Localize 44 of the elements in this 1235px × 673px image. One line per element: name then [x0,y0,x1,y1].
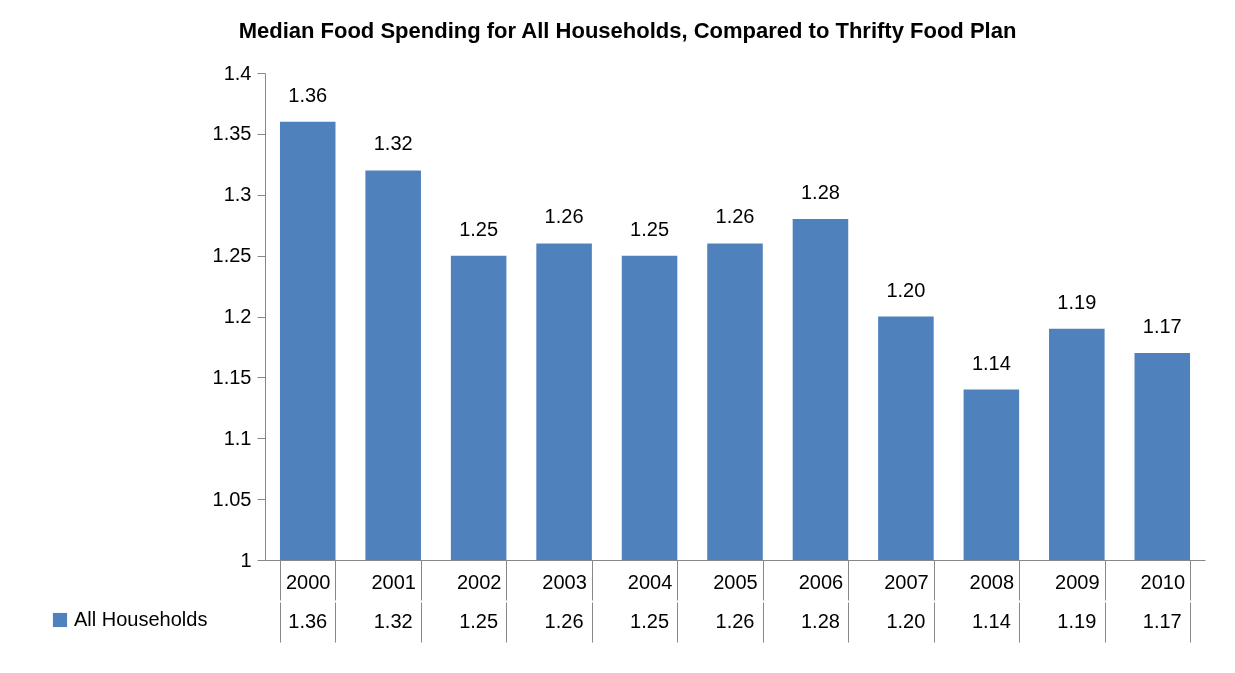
text: 1.28 [800,181,840,204]
text: 1.36 [288,83,328,106]
x-tick-label: 2010 [1140,570,1186,593]
data-label: 1.14 [971,610,1011,632]
x-tick-label: 2004 [627,570,673,593]
x-tick-label: 2003 [542,570,587,593]
x-tick-label: 2009 [1055,570,1100,593]
y-tick-label: 1.1 [223,426,252,449]
text: 1.19 [1057,290,1097,313]
data-label: 1.36 [288,610,328,632]
y-tick-label: 1.3 [223,183,252,206]
data-label: 1.26 [715,610,755,632]
y-tick-label: 1 [240,548,252,571]
y-tick-label: 1.15 [212,365,252,388]
y-tick-label: 1.4 [223,61,252,84]
text: 1.25 [630,217,670,240]
text: 1.32 [373,132,413,155]
y-tick-label: 1.35 [212,122,252,145]
text: 1.26 [544,205,584,228]
data-label: 1.17 [1142,610,1182,632]
text: 1.26 [715,205,755,228]
data-label: 1.20 [886,610,926,632]
legend-label: All Households [74,608,208,630]
y-tick-label: 1.05 [212,487,252,510]
x-tick-label: 2001 [371,570,416,593]
x-tick-label: 2008 [969,570,1015,593]
data-label: 1.32 [373,610,413,632]
data-label: 1.25 [459,610,499,632]
chart-title: Median Food Spending for All Households, Compared to Thrifty Food Plan [238,18,1017,43]
y-tick-label: 1.25 [212,244,252,267]
x-tick-label: 2006 [798,570,844,593]
data-label: 1.19 [1057,610,1097,632]
text: 1.14 [971,351,1011,374]
data-label: 1.26 [544,610,584,632]
x-tick-label: 2005 [713,570,758,593]
x-tick-label: 2002 [456,570,502,593]
y-tick-label: 1.2 [223,305,252,327]
data-label: 1.28 [800,610,840,632]
x-tick-label: 2000 [285,570,331,593]
text: 1.25 [459,217,499,240]
x-tick-label: 2007 [884,570,929,593]
data-label: 1.25 [630,610,670,632]
text: 1.20 [886,278,926,301]
text: 1.17 [1142,315,1182,338]
